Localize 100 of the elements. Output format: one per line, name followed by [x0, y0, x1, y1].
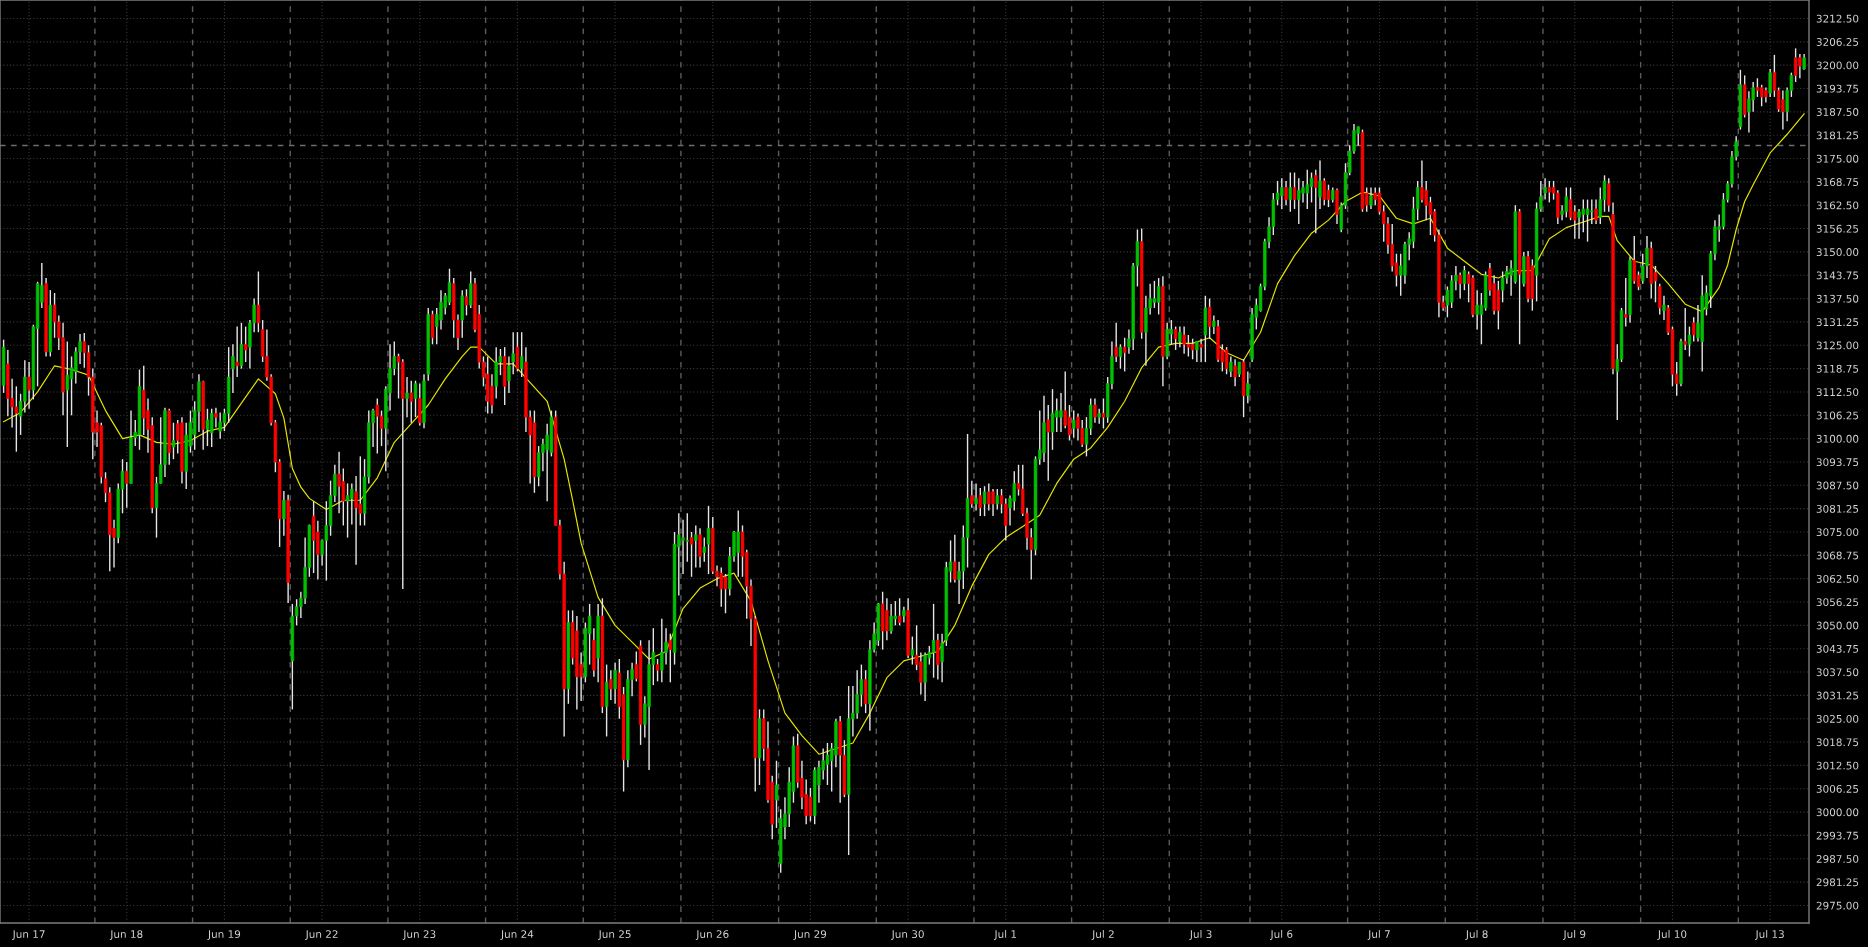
candlestick: [1072, 409, 1076, 439]
x-tick-label: Jun 24: [500, 930, 534, 940]
candlestick: [1500, 270, 1505, 304]
candlestick: [808, 787, 813, 823]
candlestick: [1793, 47, 1798, 83]
y-tick-label: 3081.25: [1816, 504, 1859, 513]
candlestick: [1662, 295, 1666, 321]
candlestick: [1475, 289, 1479, 331]
x-tick-label: Jun 25: [598, 930, 631, 940]
candlestick: [897, 597, 902, 627]
x-tick-label: Jun 26: [695, 930, 729, 940]
candlestick: [1055, 397, 1059, 433]
candlestick: [1318, 159, 1322, 210]
x-tick-label: Jul 13: [1755, 929, 1784, 940]
y-tick-label: 3162.50: [1816, 201, 1859, 210]
candlestick: [430, 310, 435, 346]
y-tick-label: 3100.00: [1816, 434, 1859, 443]
y-tick-label: 2993.75: [1816, 831, 1859, 840]
y-tick-label: 3106.25: [1816, 411, 1859, 420]
candlestick: [1207, 297, 1212, 340]
candlestick: [1224, 346, 1229, 375]
candlestick: [1309, 171, 1314, 204]
y-tick-label: 3125.00: [1816, 341, 1859, 350]
candlestick: [702, 536, 706, 563]
y-tick-label: 3156.25: [1816, 224, 1859, 233]
y-tick-label: 3181.25: [1816, 131, 1859, 140]
candlestick: [282, 490, 286, 537]
x-tick-label: Jul 6: [1270, 929, 1293, 940]
candlestick: [1632, 235, 1636, 285]
candlestick: [1199, 338, 1203, 363]
candlestick: [1326, 183, 1331, 208]
candlestick: [469, 270, 473, 309]
candlestick: [698, 527, 702, 569]
y-tick-label: 3062.50: [1816, 574, 1859, 583]
y-tick-label: 3212.50: [1816, 14, 1859, 23]
candlestick: [354, 475, 358, 566]
candlestick: [1645, 235, 1649, 279]
candlestick: [970, 479, 974, 509]
candlestick: [1305, 169, 1309, 210]
candlestick: [889, 603, 893, 635]
y-tick-label: 3068.75: [1816, 551, 1859, 560]
candlestick: [1288, 171, 1292, 213]
candlestick: [405, 376, 409, 418]
candlestick: [413, 380, 418, 418]
y-tick-label: 3187.50: [1816, 108, 1859, 116]
y-tick-label: 2981.25: [1816, 878, 1859, 887]
candlestick: [736, 509, 740, 578]
candlestick: [218, 411, 222, 440]
y-tick-label: 3093.75: [1816, 458, 1859, 467]
candlestick: [205, 408, 210, 447]
y-tick-label: 3143.75: [1816, 271, 1859, 280]
candlestick: [1280, 177, 1284, 210]
candlestick: [978, 487, 982, 517]
x-tick-label: Jul 2: [1091, 929, 1114, 940]
candlestick: [1246, 370, 1250, 404]
candlestick: [660, 618, 664, 684]
candlestick: [1152, 280, 1157, 309]
y-tick-label: 3012.50: [1816, 761, 1859, 770]
x-tick-label: Jun 22: [305, 930, 338, 940]
candlestick: [609, 669, 613, 701]
y-tick-label: 3006.25: [1816, 784, 1859, 793]
x-tick-label: Jul 10: [1657, 929, 1687, 940]
candlestick: [1182, 325, 1186, 355]
x-tick-label: Jul 1: [993, 929, 1017, 940]
candlestick: [1093, 397, 1097, 424]
x-tick-label: Jul 9: [1563, 929, 1586, 940]
candlestick: [171, 422, 176, 460]
candlestick: [885, 597, 889, 641]
candlestick: [409, 380, 413, 424]
candlestick: [396, 352, 401, 400]
y-tick-label: 3056.25: [1816, 598, 1859, 607]
candlestick: [613, 662, 617, 705]
candlestick: [1585, 198, 1590, 243]
candlestick: [1059, 392, 1063, 433]
candlestick: [774, 760, 779, 829]
candlestick: [694, 524, 698, 569]
candlestick: [125, 461, 129, 509]
candlestick: [825, 742, 830, 786]
candlestick: [982, 485, 987, 517]
candlestick: [1118, 343, 1123, 370]
candlestick: [515, 331, 520, 373]
candlestick: [337, 451, 341, 515]
candlestick: [1284, 180, 1288, 206]
candlestick: [1301, 180, 1305, 204]
candlestick: [1683, 307, 1687, 351]
candlestick: [464, 288, 469, 317]
candlestick: [987, 482, 991, 512]
candlestick: [655, 658, 660, 683]
y-tick-label: 3018.75: [1816, 738, 1859, 747]
y-tick-label: 3043.75: [1816, 644, 1859, 653]
candlestick: [919, 651, 923, 696]
x-tick-label: Jun 23: [402, 930, 436, 940]
candlestick: [910, 635, 915, 666]
candlestick: [1004, 497, 1008, 542]
y-tick-label: 3050.00: [1816, 621, 1859, 630]
x-tick-label: Jun 29: [793, 930, 827, 940]
x-tick-label: Jun 19: [207, 930, 241, 940]
y-tick-label: 2975.00: [1816, 901, 1859, 910]
candlestick: [974, 482, 978, 512]
candlestick: [1101, 397, 1106, 430]
